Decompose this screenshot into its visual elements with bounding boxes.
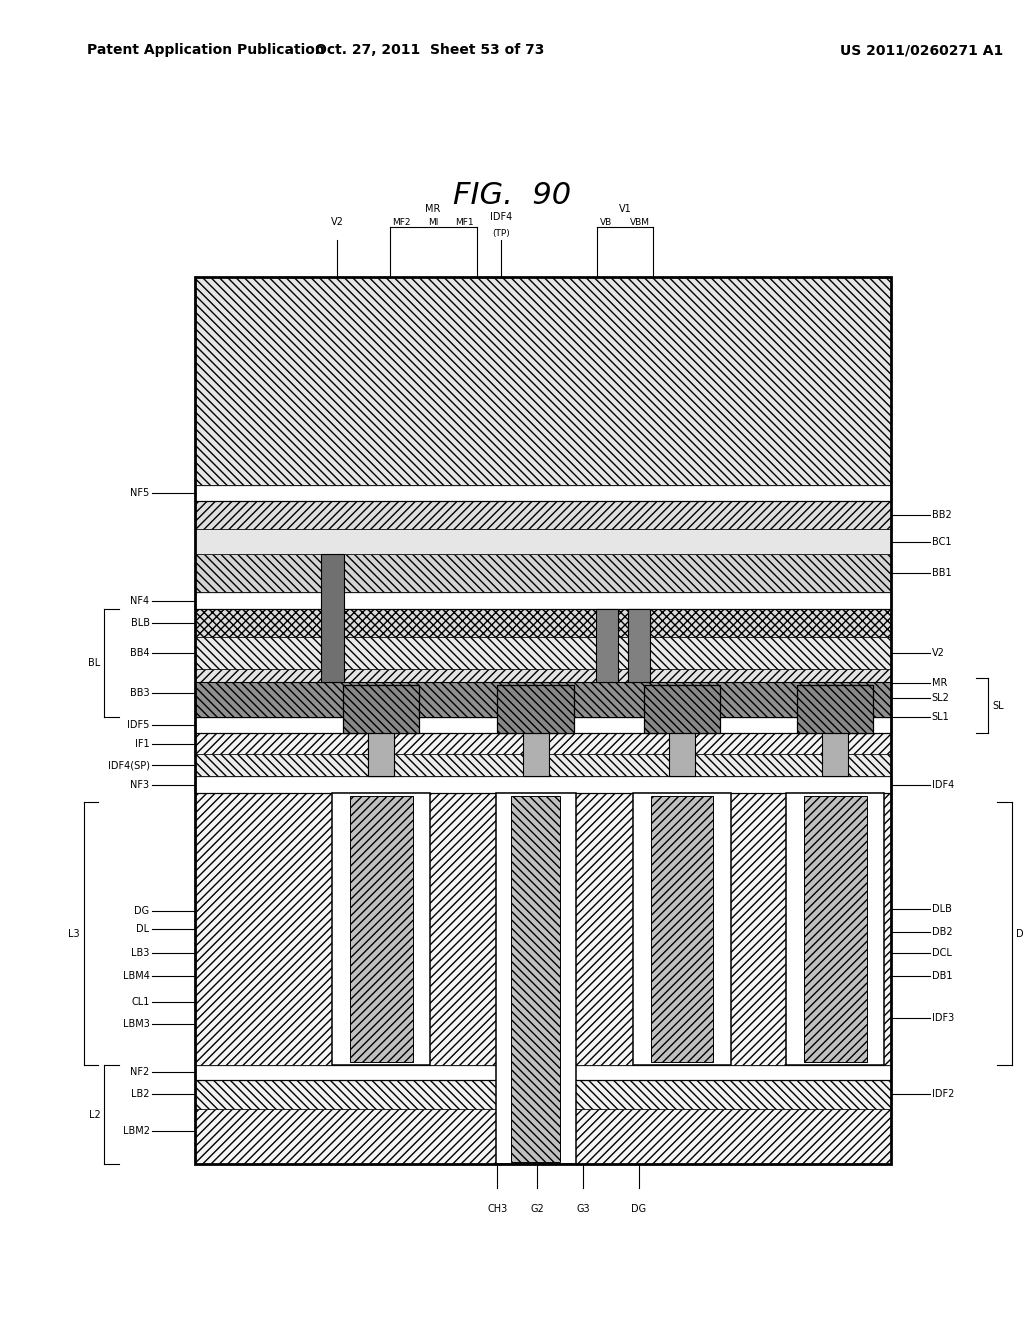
Text: V2: V2 [932,648,945,659]
Bar [195,1080,891,1109]
Text: IDF4(SP): IDF4(SP) [108,760,150,770]
Text: FIG.  90: FIG. 90 [453,181,571,210]
Text: BB1: BB1 [932,568,951,578]
Text: VB: VB [600,218,612,227]
Bar [633,793,731,1065]
Bar [368,717,394,776]
Text: LB2: LB2 [131,1089,150,1100]
Text: IDF4: IDF4 [489,211,512,222]
Text: IF1: IF1 [135,739,150,748]
Bar [511,796,560,1162]
Bar [650,796,714,1063]
Text: NF2: NF2 [130,1067,150,1077]
Text: V2: V2 [331,216,344,227]
Bar [628,609,650,681]
Text: LBM2: LBM2 [123,1126,150,1135]
Text: NF3: NF3 [130,780,150,789]
Text: BB2: BB2 [932,510,951,520]
Bar [804,796,866,1063]
Text: BB3: BB3 [130,688,150,698]
Text: LB3: LB3 [131,948,150,958]
Bar [195,500,891,529]
Text: SL: SL [992,701,1004,710]
Bar [195,529,891,554]
Bar [786,793,884,1065]
Text: MR: MR [425,203,440,214]
Bar [669,717,695,776]
Text: DB1: DB1 [932,972,952,981]
Bar [195,593,891,609]
Text: MF2: MF2 [392,218,411,227]
Text: L3: L3 [69,928,80,939]
Text: CH3: CH3 [487,1204,508,1214]
Bar [644,685,720,733]
Bar [195,681,891,717]
Bar [195,1109,891,1164]
Bar [195,755,891,776]
Text: VBM: VBM [630,218,649,227]
Text: BL: BL [88,659,100,668]
Bar [195,793,891,1065]
Text: Oct. 27, 2011  Sheet 53 of 73: Oct. 27, 2011 Sheet 53 of 73 [315,44,545,57]
Bar [195,484,891,500]
Bar [596,609,617,681]
Bar [195,776,891,793]
Bar [333,793,430,1065]
Bar [343,685,420,733]
Bar [496,793,575,1164]
Text: V1: V1 [618,203,631,214]
Text: DL: DL [1016,928,1024,939]
Text: SL1: SL1 [932,713,949,722]
Bar [350,796,413,1063]
Text: BC1: BC1 [932,536,951,546]
Bar [498,685,574,733]
Bar [195,1065,891,1080]
Bar [195,277,891,1164]
Text: G3: G3 [577,1204,590,1214]
Text: CL1: CL1 [131,997,150,1007]
Text: US 2011/0260271 A1: US 2011/0260271 A1 [840,44,1002,57]
Text: G2: G2 [530,1204,544,1214]
Bar [195,638,891,669]
Text: IDF4: IDF4 [932,780,954,789]
Text: IDF2: IDF2 [932,1089,954,1100]
Text: LBM4: LBM4 [123,972,150,981]
Text: NF5: NF5 [130,488,150,498]
Text: IDF5: IDF5 [127,721,150,730]
Bar [522,717,549,776]
Text: IDF3: IDF3 [932,1012,954,1023]
Bar [822,717,849,776]
Bar [797,685,873,733]
Text: MF1: MF1 [455,218,473,227]
Bar [368,717,394,776]
Bar [195,733,891,755]
Text: DL: DL [136,924,150,935]
Text: DG: DG [134,907,150,916]
Text: DLB: DLB [932,904,951,913]
Text: MR: MR [932,678,947,689]
Bar [195,609,891,638]
Text: DCL: DCL [932,948,951,958]
Text: SL2: SL2 [932,693,949,702]
Text: LBM3: LBM3 [123,1019,150,1030]
Bar [195,554,891,593]
Text: DG: DG [631,1204,646,1214]
Bar [195,277,891,484]
Bar [195,669,891,717]
Text: Patent Application Publication: Patent Application Publication [87,44,325,57]
Bar [322,554,344,681]
Text: BLB: BLB [130,618,150,628]
Text: L2: L2 [89,1110,100,1119]
Text: (TP): (TP) [493,228,510,238]
Text: MI: MI [428,218,438,227]
Bar [195,717,891,733]
Text: NF4: NF4 [130,595,150,606]
Text: DB2: DB2 [932,927,952,937]
Text: BB4: BB4 [130,648,150,659]
